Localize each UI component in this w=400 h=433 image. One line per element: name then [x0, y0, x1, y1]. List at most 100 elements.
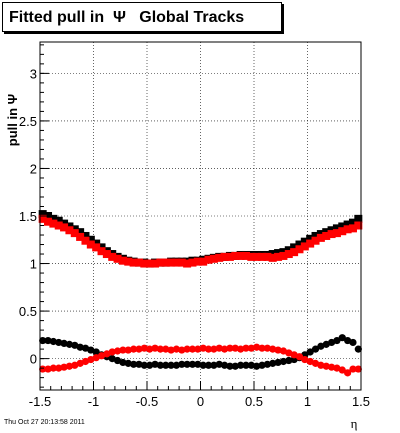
data-point: [129, 258, 138, 267]
data-point: [183, 360, 191, 368]
data-point: [118, 256, 127, 265]
data-point: [274, 252, 283, 261]
data-point: [269, 359, 277, 367]
data-point: [49, 214, 58, 223]
data-point: [300, 242, 309, 251]
data-point: [135, 360, 143, 368]
data-point: [49, 337, 57, 346]
data-point: [135, 345, 143, 353]
data-point: [113, 254, 122, 263]
data-point: [102, 250, 111, 259]
y-tick-label: 1: [30, 257, 37, 272]
data-point: [236, 251, 245, 260]
data-point: [327, 230, 336, 239]
x-axis-title: η: [351, 416, 358, 431]
data-point: [290, 243, 299, 252]
data-point: [327, 363, 336, 371]
data-point: [269, 345, 277, 353]
data-point: [92, 243, 101, 252]
data-point: [172, 361, 181, 369]
data-point: [333, 336, 341, 345]
data-point: [279, 251, 288, 260]
data-point: [151, 360, 159, 368]
timestamp: Thu Oct 27 20:13:58 2011: [4, 419, 85, 426]
data-point: [210, 345, 218, 353]
data-point: [311, 236, 320, 245]
data-point: [284, 250, 293, 259]
data-point: [354, 365, 362, 373]
data-point: [338, 227, 347, 236]
data-point: [151, 259, 160, 268]
data-point: [183, 345, 191, 353]
data-point: [332, 224, 341, 233]
data-point: [215, 253, 224, 262]
data-point: [54, 216, 63, 225]
data-markers: [38, 210, 363, 377]
data-point: [146, 345, 154, 353]
data-point: [306, 348, 314, 356]
data-point: [172, 345, 181, 353]
y-tick-label: 2: [30, 161, 37, 176]
y-tick-label: 0: [30, 352, 37, 367]
data-point: [167, 361, 175, 369]
data-point: [188, 345, 197, 353]
data-point: [263, 344, 271, 352]
data-point: [225, 252, 234, 261]
data-point: [65, 226, 74, 235]
data-point: [108, 252, 117, 261]
data-point: [124, 346, 132, 354]
data-point: [237, 361, 245, 369]
data-point: [49, 219, 58, 228]
x-tick-label: 0: [197, 394, 204, 409]
data-point: [252, 252, 261, 261]
chart-title: Fitted pull in Ψ Global Tracks: [9, 9, 245, 26]
data-point: [338, 222, 347, 231]
data-point: [49, 364, 57, 372]
data-point: [247, 252, 256, 261]
data-point: [130, 345, 138, 353]
data-point: [322, 231, 331, 240]
data-point: [151, 344, 159, 352]
data-point: [86, 240, 95, 249]
data-point: [194, 360, 202, 368]
data-point: [134, 258, 143, 267]
x-tick-label: -1.5: [29, 394, 51, 409]
data-point: [295, 353, 304, 361]
data-point: [55, 338, 63, 347]
data-point: [81, 236, 90, 245]
data-point: [167, 258, 176, 267]
data-point: [241, 251, 250, 260]
data-point: [258, 344, 266, 352]
data-point: [253, 343, 261, 351]
data-point: [231, 362, 239, 370]
data-point: [76, 343, 84, 351]
data-point: [311, 231, 320, 240]
data-point: [354, 221, 363, 230]
data-point: [172, 258, 181, 267]
data-point: [140, 361, 148, 369]
data-point: [156, 345, 164, 353]
data-point: [204, 345, 213, 353]
data-point: [44, 336, 52, 345]
data-point: [65, 340, 74, 348]
data-point: [156, 361, 164, 369]
data-point: [55, 364, 63, 372]
data-point: [263, 252, 272, 261]
grid: [39, 42, 362, 390]
data-point: [215, 344, 223, 352]
data-point: [311, 345, 320, 353]
data-point: [349, 365, 357, 373]
data-point: [220, 345, 229, 353]
data-point: [343, 225, 352, 234]
axis-ticks: [39, 44, 362, 390]
data-point: [220, 252, 229, 261]
x-tick-label: 1: [304, 394, 311, 409]
tick-labels: -1.5 -1 -0.5 0 0.5 1 1.5 0 0.5 1 1.5 2 2.5 3: [19, 66, 370, 409]
data-point: [209, 254, 218, 263]
data-point: [274, 346, 282, 354]
y-tick-label: 1.5: [19, 209, 37, 224]
y-axis-title: pull in Ψ: [5, 94, 20, 146]
data-point: [279, 357, 288, 366]
data-point: [247, 344, 255, 352]
data-point: [338, 334, 346, 342]
